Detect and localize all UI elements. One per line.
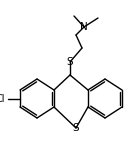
Text: N: N	[80, 22, 88, 32]
Text: S: S	[73, 123, 79, 133]
Text: S: S	[67, 57, 73, 67]
Text: Cl: Cl	[0, 94, 5, 104]
